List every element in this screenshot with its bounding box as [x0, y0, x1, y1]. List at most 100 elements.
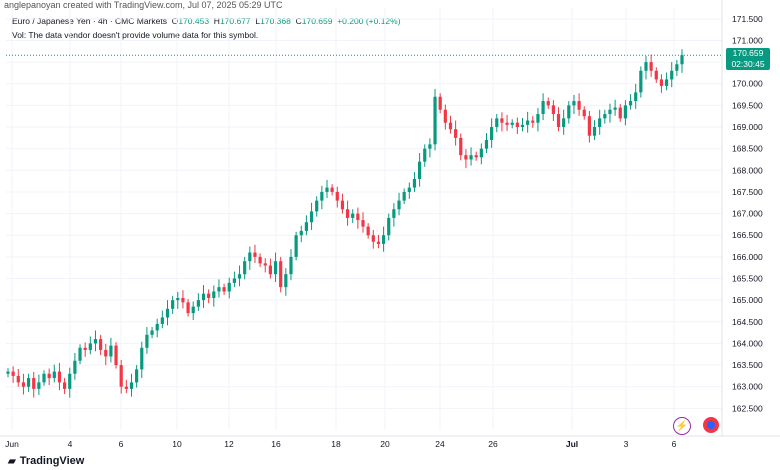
- current-price-value: 170.659: [732, 48, 764, 59]
- candle-body: [273, 261, 278, 275]
- candle-body: [21, 382, 26, 387]
- y-tick-label: 167.000: [732, 209, 763, 219]
- open-label: O: [171, 16, 179, 26]
- candle-body: [520, 124, 525, 128]
- flag-icon: [707, 421, 715, 429]
- candle-body: [443, 109, 447, 123]
- candle-body: [562, 118, 566, 128]
- candle-body: [294, 235, 298, 257]
- candle-body: [639, 70, 643, 93]
- tradingview-logo[interactable]: TradingView: [19, 455, 85, 467]
- y-tick-label: 167.500: [732, 187, 763, 197]
- y-tick-label: 164.000: [732, 338, 763, 348]
- x-tick-label: 20: [380, 439, 390, 449]
- y-tick-label: 166.500: [732, 230, 763, 240]
- candle-body: [26, 378, 31, 387]
- candle-body: [227, 282, 231, 292]
- candle-body: [608, 109, 612, 115]
- y-tick-label: 163.000: [732, 382, 763, 392]
- candle-body: [222, 287, 226, 292]
- x-tick-label: 24: [435, 439, 445, 449]
- candle-body: [376, 241, 381, 244]
- candle-body: [515, 122, 519, 128]
- candle-body: [104, 349, 108, 357]
- close-value: 170.659: [301, 16, 333, 26]
- x-tick-label: 16: [271, 439, 281, 449]
- candle-body: [454, 129, 458, 138]
- candle-body: [464, 155, 468, 160]
- candle-body: [623, 105, 628, 119]
- candle-body: [340, 200, 345, 210]
- candle-body: [567, 105, 571, 119]
- candle-body: [93, 339, 98, 344]
- candle-body: [37, 382, 41, 389]
- candle-body: [531, 120, 535, 123]
- x-tick-label: Jul: [566, 439, 578, 449]
- candle-body: [140, 347, 144, 370]
- candle-body: [124, 386, 128, 389]
- candle-body: [32, 378, 36, 389]
- y-tick-label: 171.500: [732, 14, 763, 24]
- candle-body: [129, 382, 134, 389]
- candle-body: [381, 235, 386, 244]
- bar-countdown: 02:30:45: [731, 59, 765, 70]
- symbol-label[interactable]: Euro / Japanese Yen · 4h · CMC Markets: [12, 16, 167, 26]
- candle-body: [546, 101, 550, 106]
- candle-body: [649, 62, 653, 71]
- lightning-button[interactable]: ⚡: [673, 417, 691, 435]
- candle-body: [171, 300, 175, 309]
- candle-body: [78, 347, 82, 361]
- candle-body: [207, 293, 211, 298]
- candle-body: [191, 306, 195, 314]
- candle-body: [603, 114, 607, 119]
- candle-body: [165, 308, 170, 318]
- candle-body: [670, 70, 674, 80]
- candle-body: [505, 122, 509, 125]
- candle-body: [325, 187, 329, 192]
- footer: ▰ TradingView: [8, 455, 84, 467]
- candle-body: [309, 211, 314, 223]
- candle-body: [150, 330, 154, 335]
- candle-body: [351, 213, 355, 218]
- candle-body: [592, 127, 597, 136]
- candle-body: [299, 230, 303, 236]
- candle-body: [387, 217, 391, 236]
- flag-button[interactable]: [703, 417, 719, 433]
- y-tick-label: 163.500: [732, 360, 763, 370]
- candle-body: [500, 118, 504, 123]
- candle-body: [459, 137, 463, 156]
- candle-body: [16, 375, 20, 383]
- y-tick-label: 162.500: [732, 403, 763, 413]
- candle-body: [556, 114, 561, 128]
- candle-body: [484, 140, 489, 149]
- candle-body: [634, 92, 638, 102]
- candle-body: [243, 261, 247, 275]
- candle-body: [412, 178, 417, 188]
- candle-body: [392, 209, 396, 218]
- candle-body: [109, 345, 113, 357]
- candle-body: [371, 235, 375, 242]
- candle-body: [212, 291, 216, 298]
- candle-body: [62, 382, 67, 389]
- candle-body: [433, 96, 437, 145]
- low-label: L: [255, 16, 261, 26]
- change-value: +0.200 (+0.12%): [337, 16, 401, 26]
- candle-body: [495, 118, 499, 128]
- candle-body: [356, 213, 360, 221]
- y-tick-label: 166.000: [732, 252, 763, 262]
- credit-line: anglepanoyan created with TradingView.co…: [4, 0, 283, 10]
- x-tick-label: 6: [672, 439, 677, 449]
- y-tick-label: 168.000: [732, 165, 763, 175]
- candle-body: [42, 373, 46, 383]
- candle-body: [479, 148, 483, 158]
- candle-body: [577, 101, 581, 110]
- candle-body: [361, 220, 365, 227]
- open-value: 170.453: [178, 16, 210, 26]
- candle-body: [448, 122, 453, 130]
- current-price-tag: 170.659 02:30:45: [726, 48, 770, 71]
- candle-body: [99, 339, 103, 350]
- candle-body: [490, 127, 494, 141]
- candle-body: [402, 191, 406, 201]
- candle-body: [587, 116, 591, 136]
